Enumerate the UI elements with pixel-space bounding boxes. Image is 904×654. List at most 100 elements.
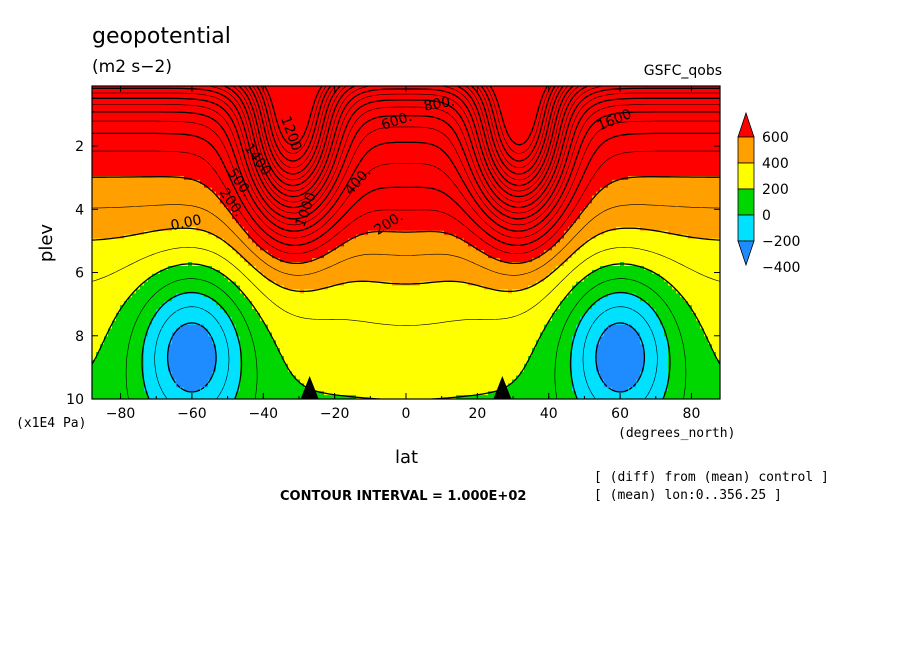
- filled-cell: [608, 117, 613, 122]
- filled-cell: [240, 109, 245, 114]
- filled-cell: [468, 113, 473, 118]
- filled-cell: [436, 101, 441, 107]
- filled-cell: [180, 105, 185, 111]
- filled-cell: [112, 199, 117, 204]
- filled-cell: [424, 195, 429, 201]
- filled-cell: [420, 86, 425, 91]
- filled-cell: [388, 175, 393, 181]
- filled-cell: [156, 195, 161, 201]
- filled-cell: [396, 168, 401, 173]
- filled-cell: [628, 152, 633, 158]
- filled-cell: [368, 113, 373, 118]
- filled-cell: [692, 144, 697, 150]
- filled-cell: [672, 121, 677, 126]
- filled-cell: [476, 89, 481, 95]
- filled-cell: [364, 129, 369, 134]
- filled-cell: [324, 125, 329, 130]
- filled-cell: [428, 109, 433, 114]
- filled-cell: [176, 199, 181, 204]
- filled-cell: [592, 125, 597, 130]
- filled-cell: [700, 164, 705, 169]
- filled-cell: [196, 148, 201, 154]
- filled-cell: [140, 156, 145, 161]
- filled-cell: [112, 97, 117, 103]
- filled-cell: [208, 148, 213, 154]
- filled-cell: [400, 101, 405, 107]
- filled-cell: [668, 117, 673, 122]
- filled-cell: [372, 121, 377, 126]
- filled-cell: [684, 187, 689, 193]
- filled-cell: [384, 86, 389, 91]
- filled-cell: [92, 105, 97, 111]
- filled-cell: [636, 172, 641, 177]
- filled-cell: [684, 117, 689, 122]
- filled-cell: [436, 172, 441, 177]
- filled-cell: [412, 86, 417, 91]
- filled-cell: [92, 191, 97, 197]
- filled-cell: [388, 156, 393, 161]
- filled-cell: [576, 113, 581, 118]
- filled-cell: [656, 113, 661, 118]
- filled-cell: [604, 172, 609, 177]
- filled-cell: [284, 97, 289, 103]
- filled-cell: [172, 207, 177, 212]
- filled-cell: [276, 93, 281, 99]
- filled-cell: [164, 207, 169, 212]
- filled-cell: [440, 175, 445, 181]
- filled-cell: [576, 175, 581, 181]
- filled-cell: [192, 113, 197, 118]
- filled-cell: [676, 172, 681, 177]
- filled-cell: [508, 113, 513, 118]
- filled-cell: [268, 89, 273, 95]
- filled-cell: [140, 172, 145, 177]
- filled-cell: [512, 152, 517, 158]
- filled-cell: [412, 109, 417, 114]
- filled-cell: [388, 152, 393, 158]
- filled-cell: [636, 89, 641, 95]
- filled-cell: [180, 195, 185, 201]
- filled-cell: [128, 105, 133, 111]
- filled-cell: [672, 164, 677, 169]
- filled-cell: [576, 109, 581, 114]
- filled-cell: [664, 195, 669, 201]
- filled-cell: [448, 101, 453, 107]
- filled-cell: [416, 89, 421, 95]
- filled-cell: [596, 183, 601, 189]
- filled-cell: [408, 101, 413, 107]
- filled-cell: [424, 164, 429, 169]
- filled-cell: [512, 117, 517, 122]
- filled-cell: [304, 89, 309, 95]
- filled-cell: [376, 89, 381, 95]
- filled-cell: [416, 132, 421, 138]
- filled-cell: [708, 89, 713, 95]
- filled-cell: [384, 101, 389, 107]
- filled-cell: [428, 156, 433, 161]
- filled-cell: [216, 101, 221, 107]
- filled-cell: [160, 207, 165, 212]
- filled-cell: [376, 109, 381, 114]
- filled-cell: [604, 121, 609, 126]
- filled-cell: [284, 113, 289, 118]
- filled-cell: [104, 105, 109, 111]
- filled-cell: [368, 160, 373, 165]
- filled-cell: [676, 89, 681, 95]
- filled-cell: [580, 199, 585, 204]
- filled-cell: [500, 89, 505, 95]
- filled-cell: [608, 152, 613, 158]
- filled-cell: [604, 93, 609, 99]
- filled-cell: [704, 140, 709, 146]
- filled-cell: [712, 172, 717, 177]
- chart-title: geopotential: [92, 24, 231, 49]
- filled-cell: [688, 121, 693, 126]
- filled-cell: [448, 203, 453, 208]
- filled-cell: [236, 125, 241, 130]
- filled-cell: [316, 101, 321, 107]
- filled-cell: [188, 183, 193, 189]
- filled-cell: [400, 187, 405, 193]
- filled-cell: [216, 93, 221, 99]
- filled-cell: [416, 175, 421, 181]
- filled-cell: [448, 97, 453, 103]
- filled-cell: [204, 125, 209, 130]
- filled-cell: [236, 113, 241, 118]
- filled-cell: [188, 117, 193, 122]
